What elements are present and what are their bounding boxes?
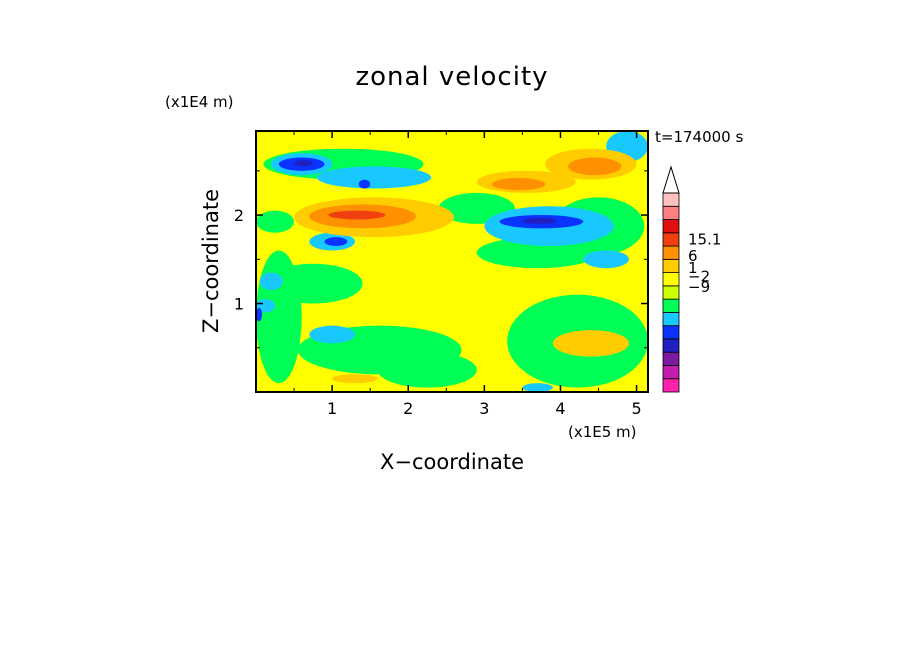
colorbar-level <box>662 351 680 366</box>
velocity-field <box>256 131 648 392</box>
colorbar-level <box>662 325 680 340</box>
colorbar-level <box>662 365 680 380</box>
colorbar-level <box>662 285 680 300</box>
chart-title: zonal velocity <box>355 62 548 92</box>
x-axis-label: X−coordinate <box>380 450 524 474</box>
x-tick-label: 5 <box>631 399 641 418</box>
field-region <box>259 272 283 291</box>
colorbar-label: 15.1 <box>688 230 721 248</box>
colorbar-level <box>662 378 680 393</box>
colorbar-level <box>662 245 680 260</box>
y-axis-unit: (x1E4 m) <box>165 93 234 111</box>
field-region <box>316 166 432 189</box>
field-region <box>358 179 371 189</box>
colorbar-level <box>662 219 680 234</box>
plot-frame <box>255 130 649 393</box>
colorbar-extend-arrow <box>662 165 680 194</box>
colorbar: 15.161−2−9 <box>662 165 721 393</box>
x-tick-label: 4 <box>555 399 565 418</box>
field-region <box>309 325 355 344</box>
field-region <box>522 383 553 392</box>
field-region <box>328 210 386 220</box>
y-axis-label: Z−coordinate <box>199 189 223 333</box>
field-region <box>256 307 263 322</box>
field-region <box>583 250 629 269</box>
x-tick-label: 3 <box>479 399 489 418</box>
field-region <box>332 374 378 384</box>
field-region <box>263 263 363 304</box>
y-tick-label: 1 <box>234 295 244 314</box>
colorbar-level <box>662 232 680 247</box>
y-tick-label: 2 <box>234 206 244 225</box>
field-region <box>552 330 629 357</box>
colorbar-label: 1 <box>688 259 698 277</box>
field-region <box>256 210 295 233</box>
field-region <box>256 299 276 313</box>
field-region <box>568 157 622 176</box>
colorbar-level <box>662 338 680 353</box>
axis-ticks: 1 2 3 4 5 1 2 <box>234 131 648 418</box>
x-tick-label: 1 <box>327 399 337 418</box>
time-label: t=174000 s <box>655 128 743 146</box>
field-region <box>324 237 348 247</box>
field-region <box>377 352 477 388</box>
colorbar-level <box>662 205 680 220</box>
field-region <box>294 160 314 167</box>
colorbar-level <box>662 192 680 207</box>
colorbar-label: −2 <box>688 268 710 286</box>
colorbar-level <box>662 258 680 274</box>
x-axis-unit: (x1E5 m) <box>568 423 637 441</box>
field-region <box>522 217 557 224</box>
colorbar-level <box>662 298 680 313</box>
colorbar-label: 6 <box>688 247 698 265</box>
colorbar-level <box>662 311 680 327</box>
colorbar-label: −9 <box>688 278 710 296</box>
field-region <box>491 177 546 191</box>
colorbar-level <box>662 272 680 287</box>
x-tick-label: 2 <box>403 399 413 418</box>
